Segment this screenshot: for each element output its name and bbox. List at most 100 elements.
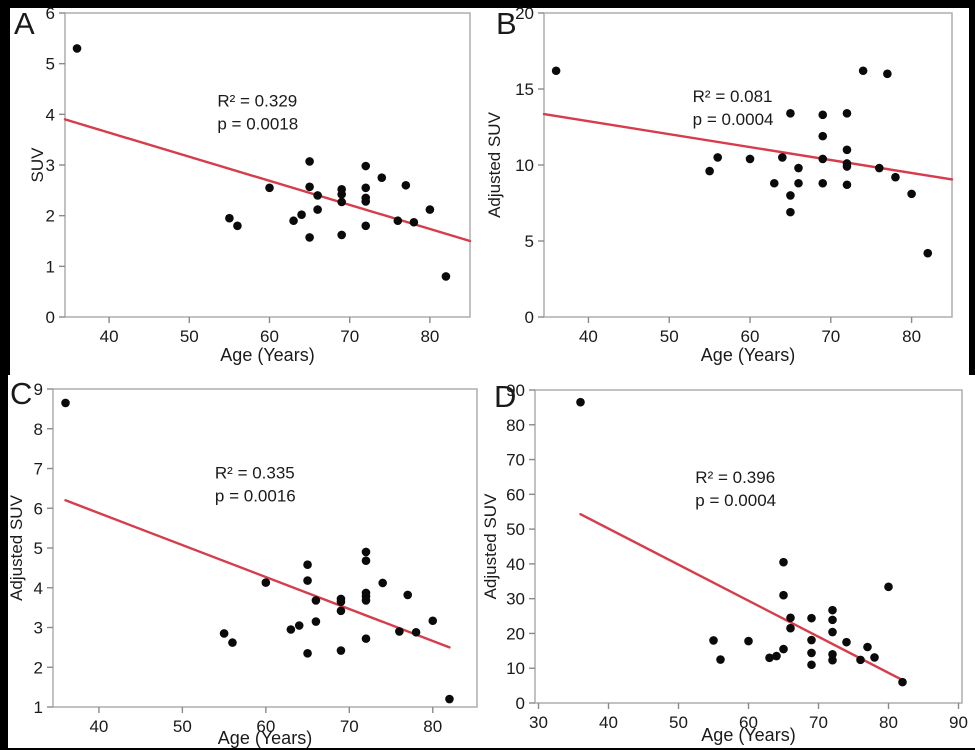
plot-frame (543, 12, 953, 318)
x-tick-label: 70 (821, 327, 840, 346)
y-tick-label: 20 (515, 4, 534, 23)
y-tick-label: 6 (46, 4, 55, 23)
scatter-point (445, 694, 454, 704)
scatter-point (779, 590, 788, 600)
scatter-point (409, 217, 419, 227)
y-tick-label: 10 (515, 156, 534, 175)
plot-frame (534, 389, 963, 704)
y-tick-label: 80 (506, 416, 525, 435)
scatter-point (786, 613, 795, 623)
x-tick-label: 60 (260, 327, 279, 346)
y-tick-label: 90 (506, 381, 525, 400)
scatter-point (361, 634, 371, 643)
y-tick-label: 30 (506, 590, 525, 609)
scatter-point (361, 161, 371, 171)
scatter-point (403, 590, 413, 600)
scatter-point (794, 178, 803, 188)
p-value-annotation: p = 0.0004 (695, 491, 776, 510)
scatter-point (303, 649, 312, 658)
y-tick-label: 1 (46, 257, 55, 276)
panel-b-chart: 40 50 60 70 80 0 5 10 15 20 Age (Years) Adjusted SU… (485, 4, 954, 365)
scatter-point (842, 162, 852, 171)
r-squared-annotation: R² = 0.335 (215, 463, 295, 482)
x-axis-label: Age (Years) (701, 725, 795, 745)
scatter-point (286, 625, 296, 634)
scatter-point (576, 397, 585, 407)
scatter-point (361, 183, 371, 193)
x-tick-label: 80 (879, 713, 898, 732)
y-tick-label: 3 (34, 619, 43, 638)
scatter-point (311, 617, 321, 626)
scatter-point (303, 576, 312, 585)
panel-c-label: C (10, 376, 33, 411)
scatter-point (772, 651, 781, 661)
x-tick-label: 70 (340, 717, 359, 736)
y-tick-label: 7 (34, 460, 43, 479)
panel-a-chart: 40 50 60 70 80 0 1 2 3 4 5 6 Age (Years) SUV R² = 0.32… (28, 4, 472, 365)
r-squared-annotation: R² = 0.081 (693, 87, 773, 106)
scatter-point (786, 623, 795, 633)
scatter-point (807, 648, 816, 658)
scatter-point (233, 221, 242, 231)
y-tick-label: 40 (506, 555, 525, 574)
scatter-point (842, 145, 852, 155)
scatter-point (778, 153, 787, 162)
scatter-point (225, 213, 234, 223)
scatter-point (305, 233, 314, 242)
scatter-point (401, 180, 411, 190)
y-tick-label: 0 (46, 308, 55, 327)
scatter-point (828, 655, 837, 665)
scatter-point (303, 560, 312, 569)
scatter-point (923, 248, 933, 258)
scatter-point (842, 180, 852, 190)
panel-a-label: A (14, 6, 35, 41)
scatter-point (361, 221, 371, 231)
p-value-annotation: p = 0.0016 (215, 486, 296, 505)
y-tick-label: 4 (46, 105, 55, 124)
x-tick-label: 70 (809, 713, 828, 732)
scatter-point (786, 109, 795, 118)
scatter-point (786, 207, 795, 217)
x-tick-label: 50 (173, 717, 192, 736)
scatter-point (828, 605, 837, 615)
scatter-point (411, 627, 421, 637)
scatter-point (425, 205, 435, 214)
x-tick-label: 50 (669, 713, 688, 732)
scatter-point (305, 182, 314, 192)
scatter-point (72, 44, 82, 53)
scatter-point (870, 653, 879, 662)
scatter-point (441, 272, 451, 281)
scatter-point (705, 166, 714, 176)
scatter-point (891, 172, 900, 182)
y-tick-label: 15 (515, 80, 534, 99)
scatter-point (313, 205, 322, 214)
scatter-point (883, 69, 892, 79)
scatter-point (818, 131, 828, 141)
x-tick-label: 50 (180, 327, 199, 346)
panel-b-label: B (496, 6, 517, 41)
scatter-point (61, 398, 70, 408)
scatter-point (336, 606, 346, 616)
scatter-point (305, 157, 314, 166)
y-tick-label: 9 (34, 380, 43, 399)
y-axis-label: SUV (28, 147, 47, 183)
scatter-point (713, 153, 723, 162)
scatter-point (745, 154, 755, 164)
scatter-point (828, 615, 837, 625)
trend-line (579, 512, 904, 682)
scatter-point (874, 163, 884, 173)
y-axis-label: Adjusted SUV (481, 493, 500, 599)
x-tick-label: 40 (89, 717, 108, 736)
scatter-point (856, 655, 865, 665)
scatter-point (361, 547, 371, 557)
y-tick-label: 5 (46, 55, 55, 74)
scatter-point (786, 191, 795, 200)
panel-d-chart: 30 40 50 60 70 80 90 0 10 20 30 40 50 60 70 80 90 Age (Ye… (481, 381, 968, 745)
scatter-point (311, 596, 321, 605)
p-value-annotation: p = 0.0004 (693, 110, 774, 129)
trend-line (63, 118, 472, 243)
scatter-point (551, 66, 561, 76)
scatter-point (395, 627, 404, 636)
scatter-point (779, 557, 788, 567)
x-tick-label: 60 (739, 713, 758, 732)
